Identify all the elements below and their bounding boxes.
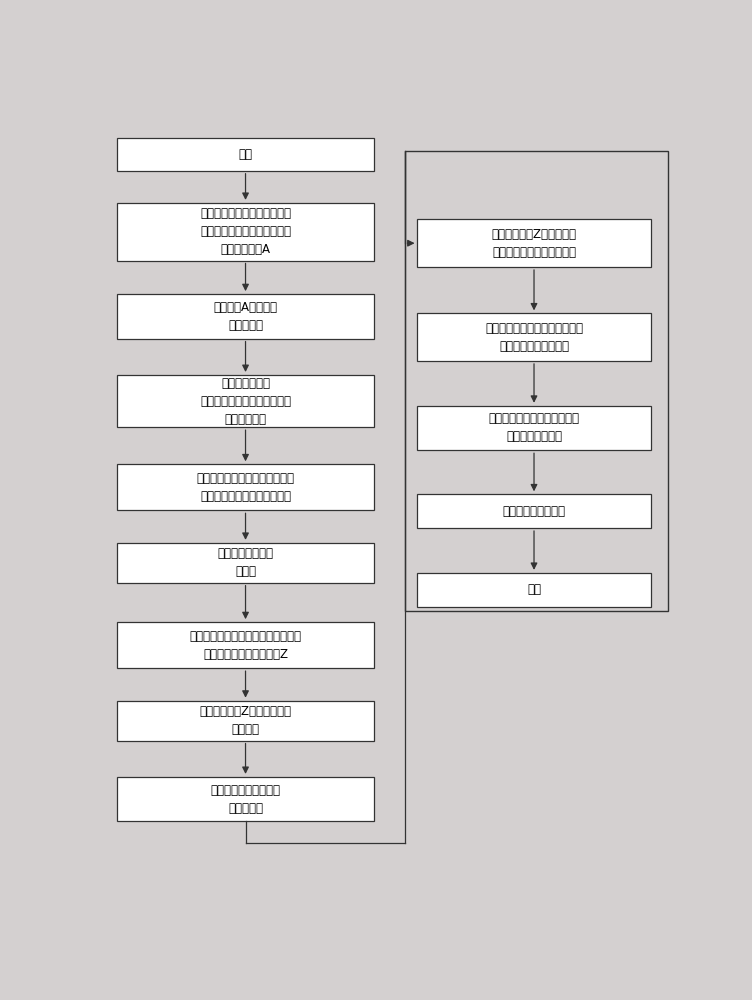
Text: 把融合后的切片按照投影仪的数
量和放置位置进行分割: 把融合后的切片按照投影仪的数 量和放置位置进行分割: [485, 322, 583, 353]
Bar: [417, 406, 650, 450]
Bar: [117, 138, 374, 171]
Bar: [417, 313, 650, 361]
Text: 把可曝光区域与背景区
域进行融合: 把可曝光区域与背景区 域进行融合: [211, 784, 280, 815]
Bar: [117, 464, 374, 510]
Text: 根据放大系数Z对可曝光区域
进行放大: 根据放大系数Z对可曝光区域 进行放大: [199, 705, 292, 736]
Text: 遍历一个模型的所有切片，寻
找这些切片中可曝光面积最大
的切片，记为A: 遍历一个模型的所有切片，寻 找这些切片中可曝光面积最大 的切片，记为A: [200, 207, 291, 256]
Text: 对分割的切片进行处理，保证
投影之后没有重叠: 对分割的切片进行处理，保证 投影之后没有重叠: [489, 412, 580, 444]
Text: 保存所有处理的切片: 保存所有处理的切片: [502, 505, 566, 518]
Bar: [405, 151, 668, 611]
Bar: [117, 777, 374, 821]
Text: 根据放大系数Z对所有切片
进行放大并与背景区域融合: 根据放大系数Z对所有切片 进行放大并与背景区域融合: [492, 228, 577, 259]
Text: 获取切片A的可曝光
区域的轮廓: 获取切片A的可曝光 区域的轮廓: [214, 301, 277, 332]
Bar: [117, 622, 374, 668]
Bar: [417, 573, 650, 607]
Bar: [417, 494, 650, 528]
Bar: [117, 375, 374, 427]
Bar: [117, 701, 374, 741]
Text: 把此可曝光区域裁
剪出来: 把此可曝光区域裁 剪出来: [217, 547, 274, 578]
Bar: [417, 219, 650, 267]
Text: 根据这两个基准点对应到原切片
确定出可曝光区域的外接矩形: 根据这两个基准点对应到原切片 确定出可曝光区域的外接矩形: [196, 472, 295, 503]
Text: 根据此轮廓获取
可曝光区域左上角和右下角作
为两个基准点: 根据此轮廓获取 可曝光区域左上角和右下角作 为两个基准点: [200, 377, 291, 426]
Text: 根据可曝光区域的宽高和背景区域宽
高的关系计算出放大系数Z: 根据可曝光区域的宽高和背景区域宽 高的关系计算出放大系数Z: [190, 630, 302, 661]
Text: 开始: 开始: [238, 148, 253, 161]
Bar: [117, 543, 374, 583]
Text: 结束: 结束: [527, 583, 541, 596]
Bar: [117, 294, 374, 339]
Bar: [117, 203, 374, 261]
